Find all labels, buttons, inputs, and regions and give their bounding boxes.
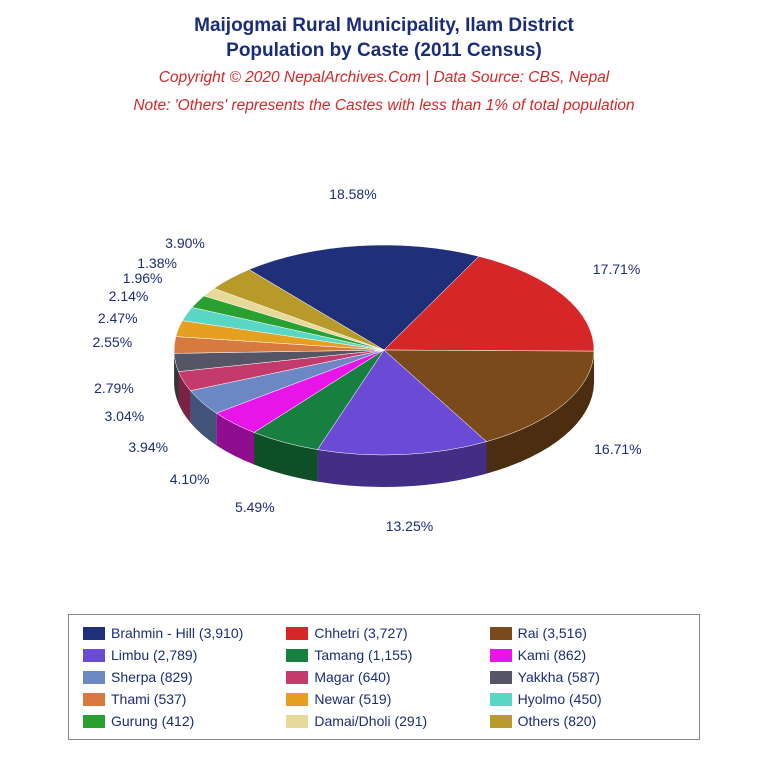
legend-item: Others (820) [490, 713, 685, 729]
pie-label: 5.49% [235, 499, 275, 515]
legend-label: Others (820) [518, 713, 597, 729]
legend-swatch [286, 671, 308, 684]
legend-item: Chhetri (3,727) [286, 625, 481, 641]
pie-label: 3.90% [165, 235, 205, 251]
legend-item: Brahmin - Hill (3,910) [83, 625, 278, 641]
pie-label: 2.47% [98, 310, 138, 326]
legend-label: Kami (862) [518, 647, 586, 663]
legend-item: Sherpa (829) [83, 669, 278, 685]
legend-label: Thami (537) [111, 691, 186, 707]
legend-label: Rai (3,516) [518, 625, 587, 641]
legend-label: Newar (519) [314, 691, 391, 707]
legend-item: Limbu (2,789) [83, 647, 278, 663]
legend-swatch [490, 693, 512, 706]
legend-label: Damai/Dholi (291) [314, 713, 427, 729]
legend-swatch [490, 627, 512, 640]
legend-label: Yakkha (587) [518, 669, 600, 685]
copyright-text: Copyright © 2020 NepalArchives.Com | Dat… [0, 69, 768, 87]
note-text: Note: 'Others' represents the Castes wit… [0, 97, 768, 115]
legend-label: Brahmin - Hill (3,910) [111, 625, 243, 641]
legend-item: Tamang (1,155) [286, 647, 481, 663]
pie-label: 16.71% [594, 441, 641, 457]
legend-swatch [83, 649, 105, 662]
legend-swatch [83, 715, 105, 728]
legend-item: Yakkha (587) [490, 669, 685, 685]
legend-item: Damai/Dholi (291) [286, 713, 481, 729]
legend-swatch [490, 671, 512, 684]
pie-svg [0, 150, 768, 580]
legend-label: Hyolmo (450) [518, 691, 602, 707]
legend-item: Kami (862) [490, 647, 685, 663]
pie-label: 3.04% [105, 408, 145, 424]
legend-label: Sherpa (829) [111, 669, 193, 685]
legend-label: Gurung (412) [111, 713, 194, 729]
pie-label: 1.96% [123, 270, 163, 286]
pie-label: 2.55% [92, 334, 132, 350]
legend-swatch [286, 627, 308, 640]
legend-item: Thami (537) [83, 691, 278, 707]
legend-swatch [286, 715, 308, 728]
legend-label: Limbu (2,789) [111, 647, 197, 663]
title-block: Maijogmai Rural Municipality, Ilam Distr… [0, 0, 768, 115]
legend-swatch [286, 693, 308, 706]
legend-swatch [83, 671, 105, 684]
legend-item: Gurung (412) [83, 713, 278, 729]
legend-swatch [83, 627, 105, 640]
title-line-2: Population by Caste (2011 Census) [0, 39, 768, 64]
legend-item: Newar (519) [286, 691, 481, 707]
pie-label: 17.71% [593, 261, 640, 277]
pie-label: 4.10% [170, 471, 210, 487]
pie-chart: 18.58% 17.71% 16.71% 13.25% 5.49% 4.10%3.94% 3… [0, 150, 768, 580]
legend-item: Rai (3,516) [490, 625, 685, 641]
pie-label: 18.58% [329, 186, 376, 202]
pie-label: 1.38% [137, 255, 177, 271]
legend-swatch [490, 649, 512, 662]
pie-label: 3.94% [128, 439, 168, 455]
pie-label: 2.79% [94, 380, 134, 396]
pie-label: 13.25% [386, 518, 433, 534]
legend: Brahmin - Hill (3,910) Chhetri (3,727) Rai… [68, 614, 700, 740]
legend-label: Chhetri (3,727) [314, 625, 407, 641]
pie-label: 2.14% [109, 288, 149, 304]
title-line-1: Maijogmai Rural Municipality, Ilam Distr… [0, 14, 768, 39]
legend-swatch [83, 693, 105, 706]
legend-item: Magar (640) [286, 669, 481, 685]
legend-swatch [490, 715, 512, 728]
legend-label: Magar (640) [314, 669, 390, 685]
legend-label: Tamang (1,155) [314, 647, 412, 663]
legend-item: Hyolmo (450) [490, 691, 685, 707]
legend-swatch [286, 649, 308, 662]
